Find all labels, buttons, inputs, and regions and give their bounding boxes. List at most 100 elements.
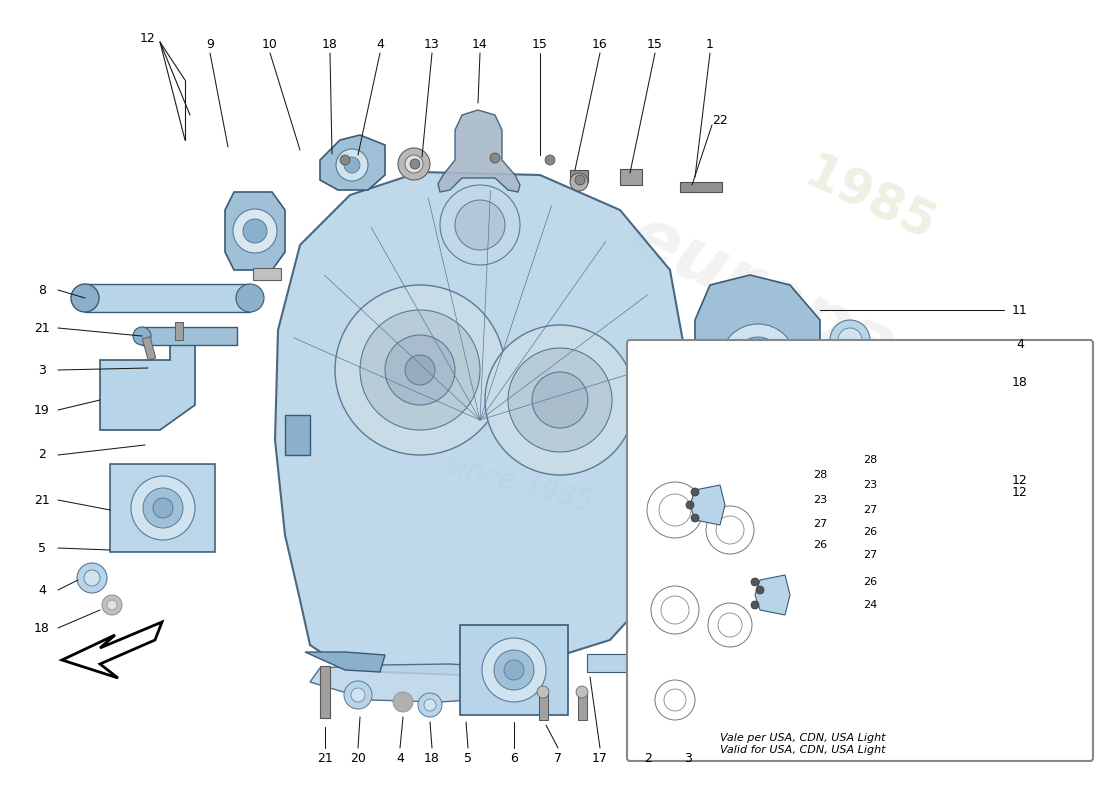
Text: 28: 28 <box>813 470 827 480</box>
Circle shape <box>830 320 870 360</box>
Circle shape <box>385 335 455 405</box>
Polygon shape <box>305 652 385 672</box>
Text: 17: 17 <box>592 751 608 765</box>
Circle shape <box>410 159 420 169</box>
Bar <box>587 654 647 672</box>
Text: 16: 16 <box>592 38 608 51</box>
Bar <box>285 415 310 455</box>
Text: 26: 26 <box>862 577 877 587</box>
Text: 14: 14 <box>472 38 488 51</box>
Circle shape <box>336 285 505 455</box>
Circle shape <box>720 324 796 400</box>
Bar <box>670 438 698 450</box>
Text: a passion
for parts
since 1985: a passion for parts since 1985 <box>441 363 618 517</box>
Text: 15: 15 <box>647 38 663 51</box>
Polygon shape <box>438 110 520 192</box>
Text: 28: 28 <box>862 455 877 465</box>
Text: 12: 12 <box>1012 474 1027 486</box>
Polygon shape <box>755 575 790 615</box>
Text: 24: 24 <box>862 600 877 610</box>
Text: 21: 21 <box>34 494 50 506</box>
Text: 19: 19 <box>34 403 50 417</box>
Circle shape <box>504 660 524 680</box>
Polygon shape <box>226 192 285 270</box>
Circle shape <box>236 284 264 312</box>
Circle shape <box>344 157 360 173</box>
Text: 1985: 1985 <box>796 149 943 251</box>
Text: 4: 4 <box>1016 338 1024 351</box>
Circle shape <box>153 498 173 518</box>
Text: 4: 4 <box>396 751 404 765</box>
Circle shape <box>838 328 862 352</box>
Polygon shape <box>690 485 725 525</box>
Text: 3: 3 <box>684 751 692 765</box>
Text: 21: 21 <box>34 322 50 334</box>
Circle shape <box>233 209 277 253</box>
Text: 4: 4 <box>376 38 384 51</box>
Text: Vale per USA, CDN, USA Light: Vale per USA, CDN, USA Light <box>720 733 886 743</box>
Text: 18: 18 <box>425 751 440 765</box>
FancyBboxPatch shape <box>627 340 1093 761</box>
Bar <box>578 692 587 720</box>
Text: 1: 1 <box>706 38 714 51</box>
Text: 27: 27 <box>813 519 827 529</box>
Text: 5: 5 <box>464 751 472 765</box>
Circle shape <box>133 327 151 345</box>
Circle shape <box>544 155 556 165</box>
Circle shape <box>440 185 520 265</box>
Circle shape <box>424 699 436 711</box>
Circle shape <box>418 693 442 717</box>
Polygon shape <box>100 330 195 430</box>
Circle shape <box>756 586 764 594</box>
Circle shape <box>77 563 107 593</box>
Bar <box>460 625 568 715</box>
Text: 20: 20 <box>350 751 366 765</box>
Circle shape <box>686 501 694 509</box>
Circle shape <box>72 284 99 312</box>
Bar <box>660 460 750 482</box>
Bar <box>110 464 214 552</box>
Text: 18: 18 <box>34 622 50 634</box>
Circle shape <box>532 372 588 428</box>
Circle shape <box>508 348 612 452</box>
Circle shape <box>102 595 122 615</box>
Circle shape <box>485 325 635 475</box>
Circle shape <box>482 638 546 702</box>
Text: 18: 18 <box>1012 375 1027 389</box>
Text: 26: 26 <box>862 527 877 537</box>
Text: europares: europares <box>618 202 1022 438</box>
Circle shape <box>570 173 589 191</box>
Circle shape <box>839 414 851 426</box>
Bar <box>85 284 250 312</box>
Circle shape <box>751 601 759 609</box>
Bar <box>539 692 548 720</box>
Circle shape <box>344 681 372 709</box>
Text: 10: 10 <box>262 38 278 51</box>
Bar <box>657 630 669 670</box>
Bar <box>874 495 882 517</box>
Text: 4: 4 <box>39 583 46 597</box>
Text: 8: 8 <box>39 283 46 297</box>
Circle shape <box>398 148 430 180</box>
Circle shape <box>537 686 549 698</box>
Circle shape <box>243 219 267 243</box>
Circle shape <box>84 570 100 586</box>
Circle shape <box>131 476 195 540</box>
Circle shape <box>494 650 534 690</box>
Bar <box>620 169 642 185</box>
Text: 11: 11 <box>1012 303 1027 317</box>
Text: 23: 23 <box>862 480 877 490</box>
Text: 23: 23 <box>813 495 827 505</box>
Circle shape <box>405 355 435 385</box>
Bar <box>253 268 280 280</box>
Circle shape <box>455 200 505 250</box>
Bar <box>891 475 899 497</box>
Bar <box>320 666 330 718</box>
Text: 27: 27 <box>862 505 877 515</box>
Circle shape <box>393 692 412 712</box>
Circle shape <box>733 337 783 387</box>
Text: 26: 26 <box>813 540 827 550</box>
Bar <box>693 622 705 661</box>
Polygon shape <box>62 622 162 678</box>
Text: 13: 13 <box>425 38 440 51</box>
